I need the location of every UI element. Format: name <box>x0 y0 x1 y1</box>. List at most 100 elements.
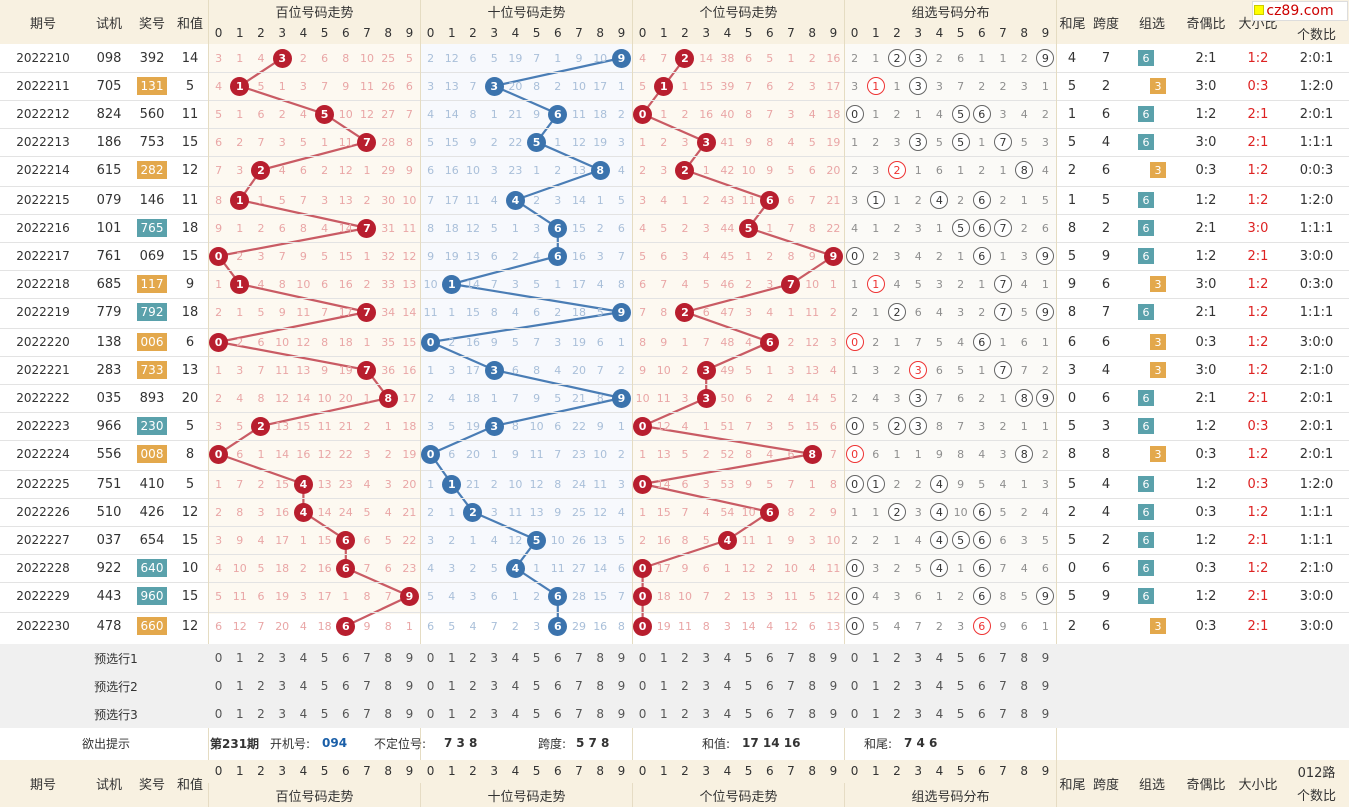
preselect-digit[interactable]: 5 <box>744 651 753 665</box>
preselect-digit[interactable]: 1 <box>871 651 880 665</box>
preselect-digit[interactable]: 9 <box>617 707 626 721</box>
preselect-digit[interactable]: 2 <box>469 707 477 721</box>
preselect-digit[interactable]: 5 <box>320 651 329 665</box>
preselect-digit[interactable]: 5 <box>532 707 541 721</box>
preselect-digit[interactable]: 6 <box>341 707 350 721</box>
preselect-digit[interactable]: 4 <box>723 707 732 721</box>
preselect-digit[interactable]: 8 <box>384 707 392 721</box>
preselect-digit[interactable]: 6 <box>977 707 986 721</box>
preselect-digit[interactable]: 4 <box>299 679 308 693</box>
preselect-digit[interactable]: 6 <box>553 679 562 693</box>
preselect-digit[interactable]: 3 <box>490 651 498 665</box>
preselect-digit[interactable]: 4 <box>935 679 944 693</box>
preselect-digit[interactable]: 9 <box>617 679 626 693</box>
preselect-digit[interactable]: 3 <box>278 707 286 721</box>
preselect-digit[interactable]: 5 <box>532 651 541 665</box>
preselect-digit[interactable]: 3 <box>914 651 922 665</box>
preselect-digit[interactable]: 9 <box>405 679 414 693</box>
preselect-digit[interactable]: 6 <box>765 707 774 721</box>
preselect-digit[interactable]: 3 <box>490 707 498 721</box>
preselect-digit[interactable]: 5 <box>744 707 753 721</box>
preselect-digit[interactable]: 1 <box>235 707 244 721</box>
preselect-digit[interactable]: 4 <box>299 707 308 721</box>
preselect-digit[interactable]: 4 <box>935 707 944 721</box>
preselect-digit[interactable]: 3 <box>490 679 498 693</box>
preselect-digit[interactable]: 7 <box>363 679 371 693</box>
preselect-digit[interactable]: 1 <box>235 651 244 665</box>
preselect-digit[interactable]: 8 <box>808 679 816 693</box>
preselect-digit[interactable]: 8 <box>596 651 604 665</box>
preselect-digit[interactable]: 6 <box>977 679 986 693</box>
preselect-digit[interactable]: 5 <box>320 679 329 693</box>
site-logo[interactable]: cz89.com <box>1252 1 1348 21</box>
preselect-digit[interactable]: 5 <box>956 679 965 693</box>
preselect-digit[interactable]: 5 <box>320 707 329 721</box>
preselect-digit[interactable]: 0 <box>638 651 647 665</box>
preselect-digit[interactable]: 2 <box>893 651 901 665</box>
preselect-digit[interactable]: 5 <box>532 679 541 693</box>
preselect-digit[interactable]: 7 <box>363 707 371 721</box>
preselect-digit[interactable]: 1 <box>659 679 668 693</box>
preselect-digit[interactable]: 0 <box>214 679 223 693</box>
preselect-digit[interactable]: 9 <box>1041 651 1050 665</box>
preselect-digit[interactable]: 9 <box>405 651 414 665</box>
preselect-digit[interactable]: 2 <box>257 679 265 693</box>
preselect-digit[interactable]: 1 <box>447 679 456 693</box>
preselect-digit[interactable]: 7 <box>999 707 1007 721</box>
preselect-digit[interactable]: 1 <box>871 707 880 721</box>
preselect-digit[interactable]: 3 <box>702 679 710 693</box>
preselect-digit[interactable]: 6 <box>341 651 350 665</box>
preselect-digit[interactable]: 4 <box>723 651 732 665</box>
preselect-digit[interactable]: 0 <box>426 679 435 693</box>
preselect-digit[interactable]: 0 <box>850 651 859 665</box>
preselect-digit[interactable]: 4 <box>935 651 944 665</box>
preselect-digit[interactable]: 2 <box>469 651 477 665</box>
preselect-digit[interactable]: 2 <box>469 679 477 693</box>
preselect-digit[interactable]: 9 <box>829 707 838 721</box>
preselect-digit[interactable]: 9 <box>1041 707 1050 721</box>
preselect-digit[interactable]: 8 <box>596 707 604 721</box>
preselect-digit[interactable]: 2 <box>681 651 689 665</box>
preselect-digit[interactable]: 5 <box>956 707 965 721</box>
preselect-digit[interactable]: 0 <box>850 707 859 721</box>
preselect-digit[interactable]: 3 <box>914 707 922 721</box>
preselect-digit[interactable]: 7 <box>999 651 1007 665</box>
preselect-digit[interactable]: 0 <box>214 707 223 721</box>
preselect-digit[interactable]: 7 <box>363 651 371 665</box>
preselect-digit[interactable]: 3 <box>278 679 286 693</box>
preselect-digit[interactable]: 3 <box>702 651 710 665</box>
preselect-digit[interactable]: 2 <box>257 707 265 721</box>
period-header[interactable]: 期号 <box>0 0 86 44</box>
preselect-digit[interactable]: 8 <box>1020 707 1028 721</box>
preselect-digit[interactable]: 1 <box>659 707 668 721</box>
preselect-digit[interactable]: 9 <box>1041 679 1050 693</box>
preselect-digit[interactable]: 5 <box>956 651 965 665</box>
preselect-digit[interactable]: 0 <box>426 651 435 665</box>
preselect-digit[interactable]: 0 <box>638 707 647 721</box>
preselect-digit[interactable]: 9 <box>405 707 414 721</box>
preselect-digit[interactable]: 6 <box>765 679 774 693</box>
preselect-digit[interactable]: 6 <box>977 651 986 665</box>
preselect-digit[interactable]: 0 <box>214 651 223 665</box>
preselect-digit[interactable]: 6 <box>341 679 350 693</box>
preselect-digit[interactable]: 3 <box>278 651 286 665</box>
preselect-digit[interactable]: 8 <box>384 651 392 665</box>
preselect-digit[interactable]: 1 <box>235 679 244 693</box>
preselect-digit[interactable]: 2 <box>681 707 689 721</box>
preselect-digit[interactable]: 8 <box>808 707 816 721</box>
preselect-digit[interactable]: 1 <box>659 651 668 665</box>
preselect-digit[interactable]: 8 <box>1020 679 1028 693</box>
preselect-digit[interactable]: 8 <box>384 679 392 693</box>
preselect-digit[interactable]: 0 <box>638 679 647 693</box>
preselect-digit[interactable]: 7 <box>575 651 583 665</box>
preselect-digit[interactable]: 7 <box>787 679 795 693</box>
preselect-digit[interactable]: 2 <box>893 679 901 693</box>
preselect-digit[interactable]: 9 <box>829 651 838 665</box>
preselect-digit[interactable]: 8 <box>1020 651 1028 665</box>
preselect-digit[interactable]: 8 <box>596 679 604 693</box>
preselect-digit[interactable]: 3 <box>914 679 922 693</box>
preselect-digit[interactable]: 0 <box>426 707 435 721</box>
preselect-digit[interactable]: 2 <box>893 707 901 721</box>
preselect-digit[interactable]: 2 <box>257 651 265 665</box>
preselect-digit[interactable]: 7 <box>787 707 795 721</box>
